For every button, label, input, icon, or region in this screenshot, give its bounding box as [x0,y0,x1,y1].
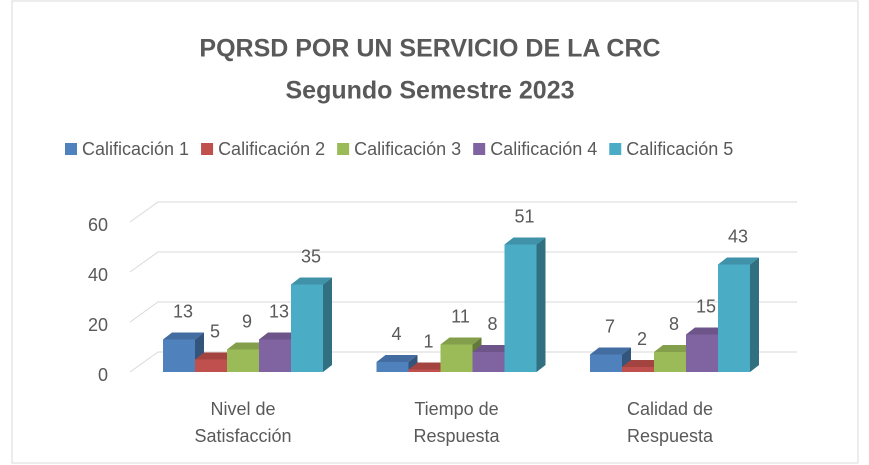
bar [376,362,409,372]
bar-top-shade [504,237,546,245]
bar-top [686,327,727,335]
legend-swatch [609,143,622,155]
bar-top-shade [163,332,204,340]
grid-line [129,301,797,323]
data-label: 15 [696,296,716,316]
legend-swatch [337,143,350,155]
bar [259,339,291,372]
bar [622,367,654,372]
bar-top [654,345,695,352]
bar-top-shade [291,277,332,285]
bar-top-shade [686,327,727,335]
bar-top-shade [408,362,450,370]
grid-line [129,251,797,273]
bar-top [504,237,546,245]
bar [227,349,259,372]
bar-side-shade [536,237,546,372]
legend-label: Calificación 5 [626,139,733,159]
data-label: 8 [487,314,497,334]
legend-swatch [473,143,486,155]
legend-label: Calificación 2 [218,139,325,159]
chart-subtitle: Segundo Semestre 2023 [285,77,574,105]
bar-side [750,257,759,372]
bar [472,352,505,372]
x-tick-label: Calidad de Respuesta [626,399,714,446]
bar-top [590,347,631,355]
data-label: 1 [423,331,433,351]
data-label: 5 [210,321,220,341]
bar-side [536,237,546,372]
data-label: 4 [391,324,401,344]
bar-top [622,360,663,367]
bar [163,339,195,372]
legend-swatch [65,143,77,155]
bar-top-shade [718,257,759,265]
legend-label: Calificación 4 [490,139,597,159]
bar-top-shade [654,345,695,352]
x-tick-label: Nivel de Satisfacción [194,399,292,446]
bar-top [291,277,332,285]
bar-top-shade [259,332,300,340]
bar-top-shade [590,347,631,355]
data-label: 43 [728,226,748,246]
bar-side-shade [750,257,759,372]
y-tick-label: 0 [98,365,108,385]
bar-top-shade [227,342,268,350]
data-label: 8 [669,314,679,334]
legend-label: Calificación 1 [82,139,189,159]
data-label: 35 [301,246,321,266]
bar [504,244,537,372]
bar-top [718,257,759,265]
x-tick-label: Tiempo de Respuesta [413,399,500,446]
y-tick-label: 40 [88,265,108,285]
bar-side-shade [323,277,332,372]
bar [195,359,227,372]
bar [718,264,750,372]
bar-top [259,332,300,340]
bar [686,334,718,372]
bar-top [195,352,236,360]
bar-top-shade [472,345,514,352]
legend-label: Calificación 3 [354,139,461,159]
y-tick-label: 20 [88,315,108,335]
bar-top-shade [622,360,663,367]
bar-side [323,277,332,372]
bar [291,284,323,372]
legend-swatch [201,143,214,155]
bar-top [440,337,482,345]
data-label: 13 [173,301,193,321]
y-tick-label: 60 [88,215,108,235]
data-label: 51 [514,206,534,226]
data-label: 11 [451,306,470,326]
bar-top [472,345,514,352]
chart-border [11,0,859,464]
bar-top [163,332,204,340]
bar-top-shade [376,355,418,362]
bar-top [376,355,418,362]
grid-line [129,201,797,223]
bar [590,354,622,372]
grid-line [129,351,797,373]
bar-top [227,342,268,350]
bar-top-shade [440,337,482,345]
bar [408,369,441,372]
data-label: 9 [242,311,252,331]
bar [654,352,686,372]
data-label: 2 [637,329,647,349]
chart-title: PQRSD POR UN SERVICIO DE LA CRC [199,35,660,63]
data-label: 13 [269,301,289,321]
bar [440,344,473,372]
data-label: 7 [605,316,615,336]
bar-top-shade [195,352,236,360]
bar-top [408,362,450,370]
